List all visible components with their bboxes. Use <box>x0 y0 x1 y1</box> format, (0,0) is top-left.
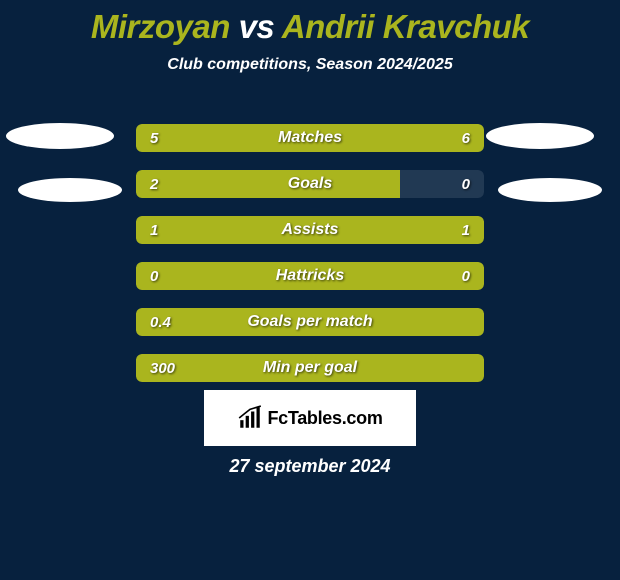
subtitle: Club competitions, Season 2024/2025 <box>0 56 620 74</box>
stat-label: Assists <box>136 216 484 244</box>
comparison-card: Mirzoyan vs Andrii Kravchuk Club competi… <box>0 0 620 580</box>
title-vs: vs <box>239 8 275 45</box>
stat-row: 56Matches <box>136 124 484 152</box>
stat-row: 11Assists <box>136 216 484 244</box>
page-title: Mirzoyan vs Andrii Kravchuk <box>0 0 620 46</box>
date-text: 27 september 2024 <box>0 456 620 477</box>
title-player1: Mirzoyan <box>91 8 230 45</box>
player-photo-placeholder-right-2 <box>498 178 602 202</box>
logo-text: FcTables.com <box>267 408 382 429</box>
stat-label: Matches <box>136 124 484 152</box>
player-photo-placeholder-left-2 <box>18 178 122 202</box>
stat-label: Goals <box>136 170 484 198</box>
player-photo-placeholder-right-1 <box>486 123 594 149</box>
title-player2: Andrii Kravchuk <box>282 8 529 45</box>
stat-row: 20Goals <box>136 170 484 198</box>
stat-row: 00Hattricks <box>136 262 484 290</box>
player-photo-placeholder-left-1 <box>6 123 114 149</box>
stat-label: Min per goal <box>136 354 484 382</box>
stat-row: 300Min per goal <box>136 354 484 382</box>
stat-label: Goals per match <box>136 308 484 336</box>
stat-row: 0.4Goals per match <box>136 308 484 336</box>
stat-label: Hattricks <box>136 262 484 290</box>
chart-icon <box>237 405 263 431</box>
logo-box: FcTables.com <box>204 390 416 446</box>
